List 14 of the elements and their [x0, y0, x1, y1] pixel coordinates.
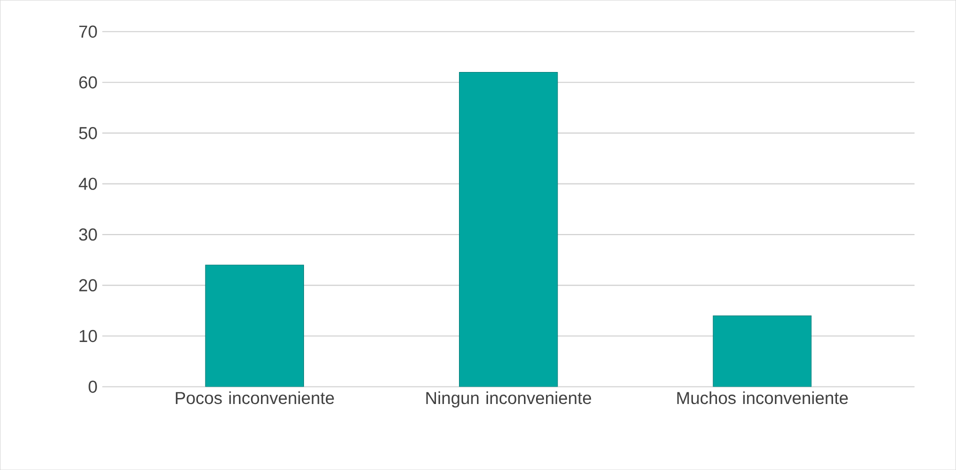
y-tick-label: 50 [79, 126, 97, 140]
bar [205, 264, 304, 387]
x-tick-label: Pocos inconveniente [176, 391, 334, 404]
y-tick-label: 20 [79, 279, 97, 292]
bar [712, 315, 812, 387]
y-tick-label: 10 [80, 330, 97, 342]
x-tick-label: Muchos inconveniente [677, 391, 848, 404]
y-tick-label: 40 [78, 178, 97, 190]
x-tick-label: Ningun inconveniente [426, 391, 592, 408]
y-tick-label: 30 [79, 228, 97, 241]
y-tick-label: 60 [79, 76, 97, 88]
bar [459, 72, 558, 387]
y-tick-label: 0 [88, 380, 97, 393]
y-tick-label: 70 [79, 25, 97, 38]
